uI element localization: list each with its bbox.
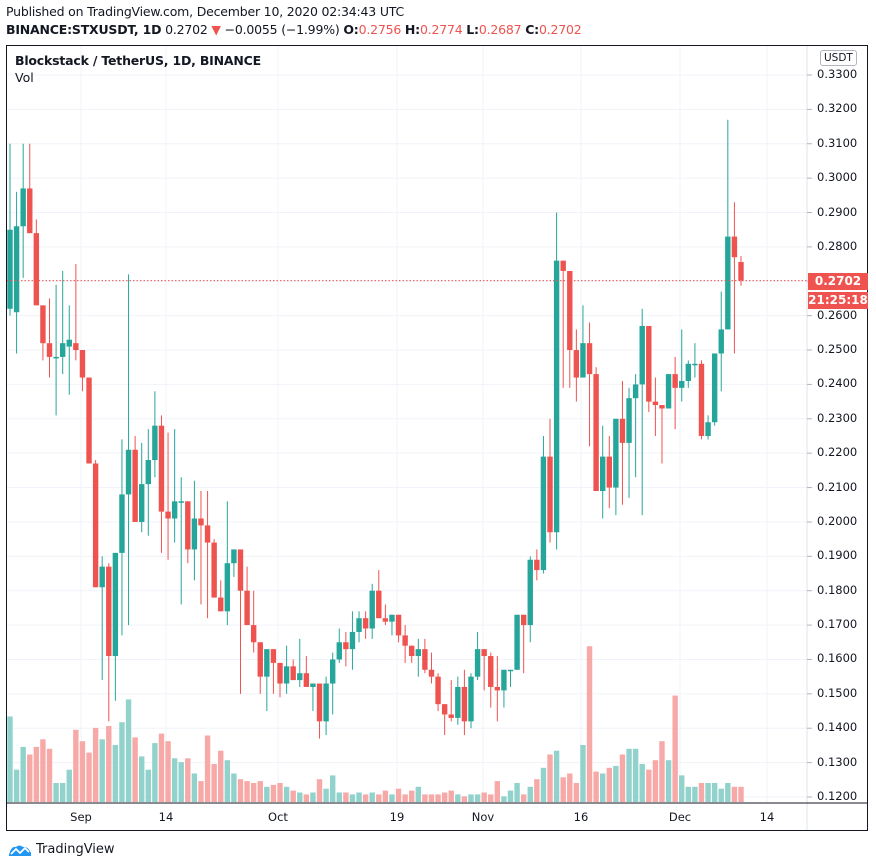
symbol-line: BINANCE:STXUSDT, 1D 0.2702 ▼ −0.0055 (−1… bbox=[6, 22, 582, 37]
currency-button[interactable]: USDT bbox=[820, 50, 857, 66]
price-tick-label: 0.2600 bbox=[817, 307, 858, 322]
last-price: 0.2702 bbox=[165, 22, 208, 37]
low-label: L: bbox=[466, 22, 479, 37]
time-tick-label: Sep bbox=[70, 810, 92, 824]
price-tick-label: 0.1400 bbox=[817, 720, 858, 735]
time-tick-label: Nov bbox=[471, 810, 495, 824]
price-tick-label: 0.2200 bbox=[817, 445, 858, 460]
price-tick-label: 0.1700 bbox=[817, 617, 858, 632]
price-tick-label: 0.1300 bbox=[817, 754, 858, 769]
countdown-tag: 21:25:18 bbox=[808, 292, 868, 309]
time-tick-label: 14 bbox=[759, 810, 775, 824]
price-tick-label: 0.2400 bbox=[817, 376, 858, 391]
chart-legend-title: Blockstack / TetherUS, 1D, BINANCE bbox=[15, 53, 261, 68]
last-price-tag: 0.2702 bbox=[808, 273, 868, 290]
tradingview-wordmark: TradingView bbox=[36, 842, 115, 857]
volume-legend: Vol bbox=[15, 70, 34, 85]
price-tick-label: 0.3300 bbox=[817, 67, 858, 81]
price-tick-label: 0.2500 bbox=[817, 342, 858, 357]
high-value: 0.2774 bbox=[419, 22, 463, 37]
price-tick-label: 0.3100 bbox=[817, 135, 858, 150]
price-tick-label: 0.2300 bbox=[817, 410, 858, 425]
time-tick-label: Dec bbox=[668, 810, 692, 824]
open-label: O: bbox=[343, 22, 359, 37]
price-tick-label: 0.3000 bbox=[817, 170, 858, 185]
tradingview-brand[interactable]: TradingView bbox=[8, 842, 115, 857]
time-tick-label: Oct bbox=[268, 810, 288, 824]
close-label: C: bbox=[525, 22, 539, 37]
price-tick-label: 0.2000 bbox=[817, 513, 858, 528]
tradingview-logo-icon bbox=[9, 845, 31, 856]
price-tick-label: 0.1900 bbox=[817, 548, 858, 563]
chart-frame bbox=[6, 45, 868, 831]
price-tick-label: 0.3200 bbox=[817, 101, 858, 116]
low-value: 0.2687 bbox=[478, 22, 522, 37]
published-line: Published on TradingView.com, December 1… bbox=[6, 4, 405, 19]
price-tick-label: 0.1500 bbox=[817, 685, 858, 700]
close-value: 0.2702 bbox=[538, 22, 582, 37]
price-tick-label: 0.1200 bbox=[817, 788, 858, 803]
high-label: H: bbox=[404, 22, 420, 37]
time-tick-label: 19 bbox=[389, 810, 405, 824]
price-tick-label: 0.1600 bbox=[817, 651, 858, 666]
time-tick-label: 14 bbox=[158, 810, 174, 824]
price-tick-label: 0.2900 bbox=[817, 204, 858, 219]
down-arrow-icon: ▼ bbox=[211, 22, 221, 37]
price-tick-label: 0.2800 bbox=[817, 238, 858, 253]
time-tick-label: 16 bbox=[573, 810, 589, 824]
price-change: −0.0055 (−1.99%) bbox=[224, 22, 340, 37]
price-tick-label: 0.1800 bbox=[817, 582, 858, 597]
price-tick-label: 0.2100 bbox=[817, 479, 858, 494]
symbol: BINANCE:STXUSDT, 1D bbox=[6, 22, 162, 37]
open-value: 0.2756 bbox=[358, 22, 402, 37]
